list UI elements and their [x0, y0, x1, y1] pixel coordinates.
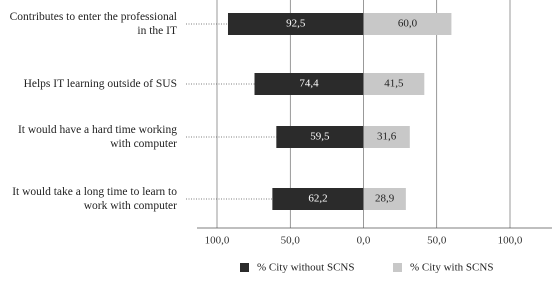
bar [363, 13, 452, 35]
x-tick-label: 100,0 [205, 235, 230, 247]
legend-label: % City with SCNS [410, 262, 493, 274]
category-label: It would have a hard time working with c… [17, 124, 177, 150]
bar [276, 126, 364, 148]
x-tick-label: 50,0 [427, 235, 447, 247]
x-tick-label: 50,0 [281, 235, 301, 247]
value-label: 59,5 [310, 131, 330, 143]
bar [272, 188, 364, 210]
legend-label: % City without SCNS [257, 262, 355, 274]
value-label: 62,2 [308, 193, 327, 205]
x-tick-label: 100,0 [498, 235, 523, 247]
category-label: Helps IT learning outside of SUS [23, 78, 177, 90]
category-label: Contributes to enter the professional in… [9, 11, 177, 37]
bar [227, 13, 364, 35]
x-tick-label: 0,0 [357, 235, 371, 247]
bar [254, 73, 364, 95]
bar [363, 126, 410, 148]
legend-swatch [393, 263, 402, 272]
value-label: 60,0 [398, 18, 418, 30]
value-label: 28,9 [375, 193, 395, 205]
legend-swatch [240, 263, 249, 272]
value-label: 31,6 [377, 131, 397, 143]
category-label: It would take a long time to learn to wo… [12, 186, 177, 212]
value-label: 41,5 [384, 78, 404, 90]
value-label: 74,4 [299, 78, 319, 90]
value-label: 92,5 [286, 18, 306, 30]
bar [363, 188, 406, 210]
bar [363, 73, 425, 95]
